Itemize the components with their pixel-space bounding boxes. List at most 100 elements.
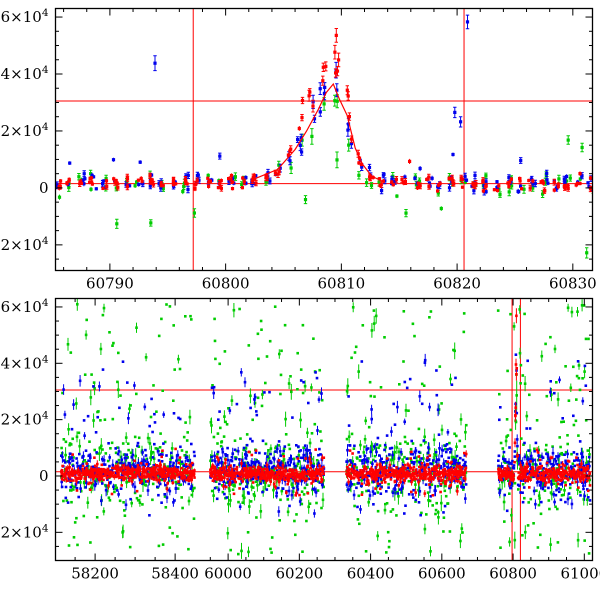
green-point: [362, 465, 365, 468]
green-point: [584, 337, 588, 341]
green-point: [290, 390, 293, 394]
red-point: [80, 181, 84, 185]
green-point: [180, 449, 184, 452]
blue-point: [182, 464, 185, 467]
green-point: [168, 305, 172, 308]
blue-point: [76, 481, 80, 484]
red-point: [192, 474, 196, 477]
blue-point: [464, 460, 467, 464]
red-point: [420, 462, 424, 465]
blue-point: [455, 454, 459, 458]
blue-point: [60, 480, 63, 484]
green-point: [548, 507, 551, 511]
red-point: [506, 181, 510, 185]
blue-point: [541, 487, 545, 491]
red-point: [463, 451, 466, 455]
red-point: [535, 448, 539, 452]
red-point: [582, 478, 585, 482]
blue-point: [418, 490, 422, 493]
green-point: [422, 384, 426, 387]
green-point: [108, 499, 112, 502]
red-point: [360, 493, 364, 496]
green-point: [461, 531, 464, 534]
green-point: [98, 446, 102, 450]
blue-point: [180, 460, 184, 464]
red-point: [432, 475, 435, 479]
blue-point: [401, 480, 405, 484]
green-point: [322, 485, 325, 489]
red-point: [162, 468, 165, 472]
green-point: [395, 194, 399, 198]
green-point: [356, 457, 359, 460]
green-point: [221, 490, 225, 494]
red-point: [118, 468, 121, 472]
green-point: [432, 438, 436, 442]
green-point: [228, 489, 231, 493]
red-point: [251, 474, 254, 477]
red-point: [581, 472, 584, 475]
red-point: [312, 477, 316, 481]
green-point: [419, 464, 422, 468]
red-point: [235, 471, 239, 475]
green-point: [212, 494, 215, 497]
red-point: [102, 478, 105, 482]
green-point: [83, 459, 87, 462]
red-point: [292, 473, 295, 476]
red-point: [400, 473, 403, 476]
red-point: [125, 471, 128, 475]
red-point: [492, 188, 496, 192]
red-point: [95, 471, 99, 475]
red-point: [440, 479, 444, 482]
red-point: [346, 94, 350, 98]
red-point: [100, 475, 104, 478]
green-point: [213, 317, 216, 321]
blue-point: [192, 450, 196, 454]
red-point: [227, 474, 230, 478]
green-point: [227, 407, 230, 410]
green-point: [458, 477, 461, 481]
red-point: [106, 472, 110, 476]
green-point: [507, 479, 510, 482]
blue-point: [584, 384, 588, 387]
green-point: [164, 506, 168, 509]
blue-point: [162, 442, 165, 445]
red-point: [238, 487, 241, 490]
red-point: [97, 474, 101, 477]
blue-point: [519, 479, 523, 482]
blue-point: [312, 464, 315, 468]
green-point: [588, 478, 591, 482]
red-point: [302, 474, 305, 478]
blue-point: [507, 175, 511, 180]
red-point: [308, 90, 312, 94]
green-point: [264, 442, 268, 446]
green-point: [144, 356, 148, 359]
blue-point: [451, 462, 454, 466]
blue-point: [439, 466, 443, 470]
red-point: [409, 476, 412, 479]
blue-point: [533, 181, 537, 186]
blue-point: [454, 376, 457, 380]
red-point: [409, 457, 412, 460]
green-point: [82, 460, 85, 464]
green-point: [101, 313, 105, 317]
red-point: [508, 471, 511, 474]
red-point: [179, 471, 182, 474]
green-point: [103, 418, 107, 421]
red-point: [455, 465, 459, 468]
green-point: [241, 501, 244, 504]
green-point: [436, 191, 440, 195]
blue-point: [317, 462, 321, 466]
green-point: [434, 454, 438, 457]
green-point: [402, 360, 405, 363]
blue-point: [413, 456, 416, 460]
red-point: [177, 480, 180, 483]
red-point: [586, 489, 590, 493]
red-point: [277, 459, 281, 462]
blue-point: [541, 456, 545, 459]
blue-point: [377, 484, 380, 488]
green-point: [299, 466, 302, 470]
red-point: [78, 182, 82, 186]
blue-point: [412, 462, 416, 466]
red-point: [538, 458, 542, 462]
red-point: [525, 466, 528, 470]
